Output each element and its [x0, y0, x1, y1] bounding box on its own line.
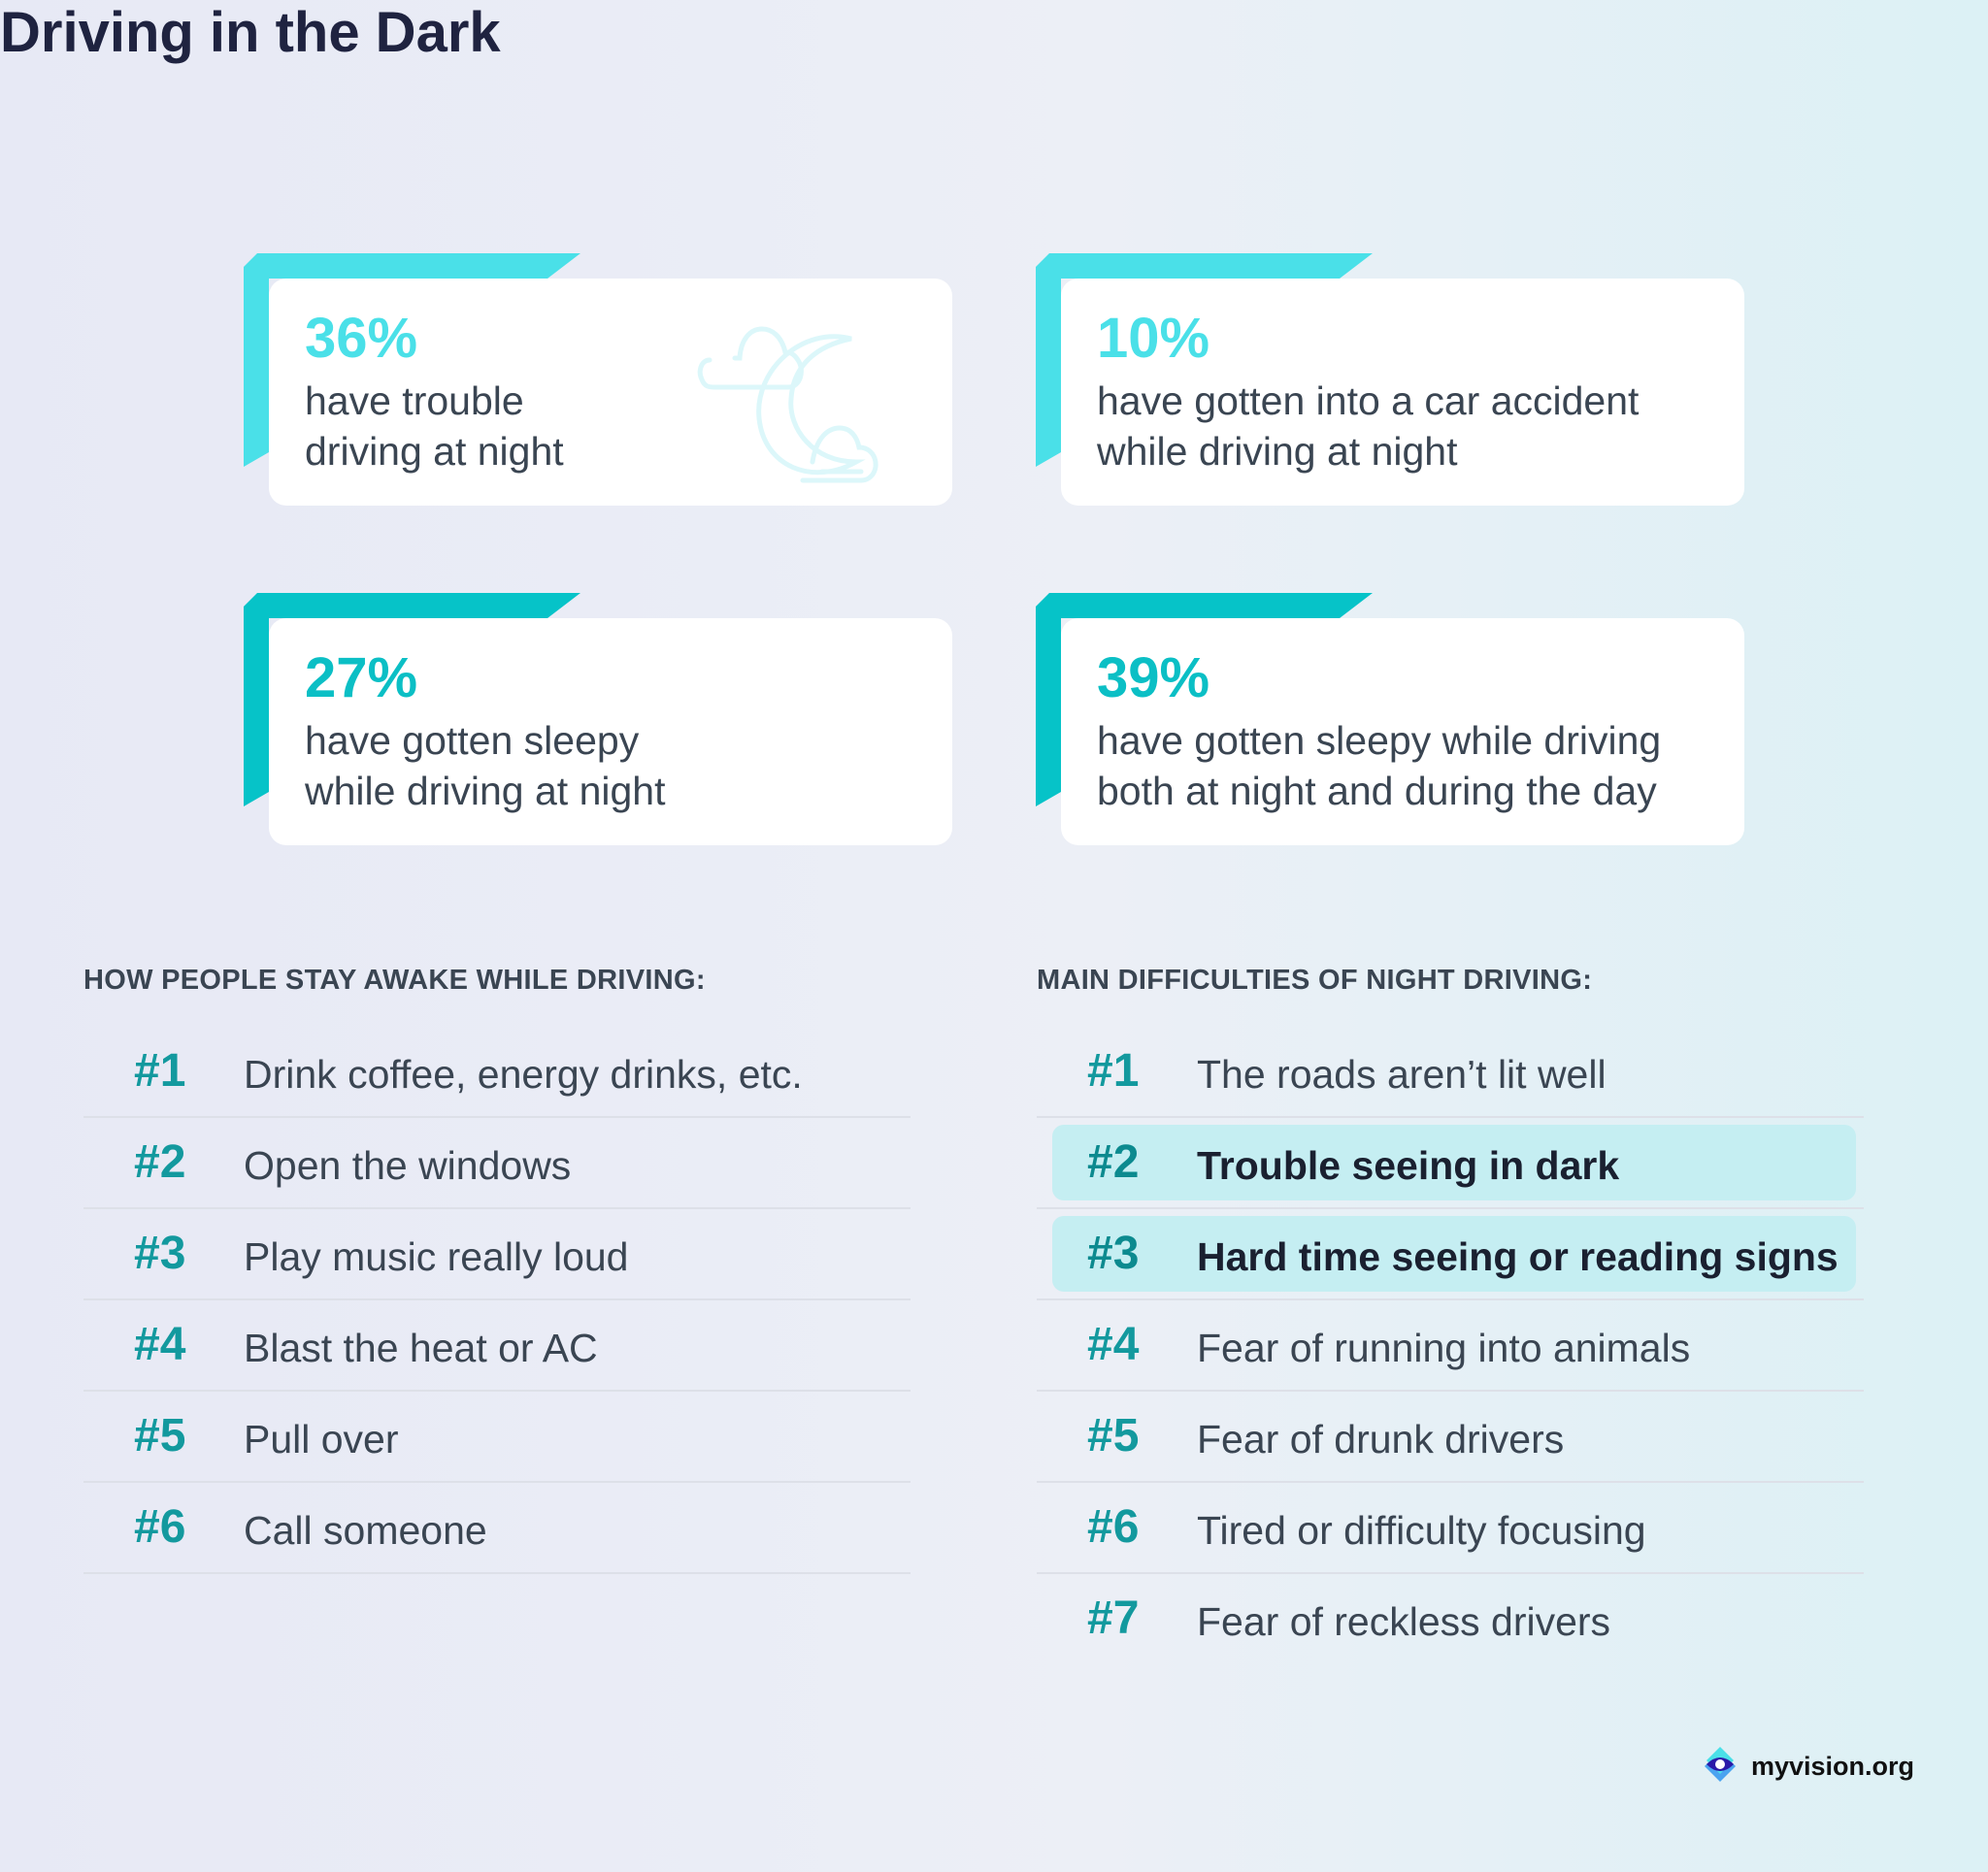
list-item: #4 Blast the heat or AC: [83, 1300, 911, 1392]
list-item: #1 Drink coffee, energy drinks, etc.: [83, 1027, 911, 1118]
moon-clouds-icon: [697, 326, 878, 483]
list-item-highlighted: #3 Hard time seeing or reading signs: [1037, 1209, 1864, 1300]
stat-value: 10%: [1097, 307, 1210, 370]
list-item: #1 The roads aren’t lit well: [1037, 1027, 1864, 1118]
page-title: Driving in the Dark: [0, 1, 501, 64]
stat-card: 36% have trouble driving at night: [269, 279, 952, 506]
card-tabs: [244, 253, 1373, 806]
stat-description: have trouble driving at night: [305, 378, 564, 474]
stat-description: have gotten sleepy while driving both at …: [1097, 718, 1662, 813]
stat-card: 27% have gotten sleepy while driving at n…: [269, 618, 952, 845]
stay-awake-list: #1 Drink coffee, energy drinks, etc. #2 Op…: [83, 1027, 911, 1574]
difficulties-list: #1 The roads aren’t lit well #2 Trouble se…: [1037, 1027, 1864, 1665]
stat-value: 27%: [305, 646, 418, 709]
logo: myvision.org: [1701, 1745, 1914, 1788]
stat-card: 39% have gotten sleepy while driving both…: [1061, 618, 1744, 845]
list-item: #5 Fear of drunk drivers: [1037, 1392, 1864, 1483]
list-item: #7 Fear of reckless drivers: [1087, 1593, 1611, 1644]
stat-value: 36%: [305, 307, 418, 370]
list-item-highlighted: #2 Trouble seeing in dark: [1037, 1118, 1864, 1209]
logo-text: myvision.org: [1751, 1751, 1915, 1781]
stay-awake-heading: HOW PEOPLE STAY AWAKE WHILE DRIVING:: [83, 965, 706, 996]
list-item: #5 Pull over: [83, 1392, 911, 1483]
difficulties-heading: MAIN DIFFICULTIES OF NIGHT DRIVING:: [1037, 965, 1593, 996]
stat-value: 39%: [1097, 646, 1210, 709]
card-tab-2: [1036, 253, 1373, 467]
card-tab-4: [1036, 593, 1373, 806]
eye-diamond-logo-icon: [1705, 1747, 1736, 1782]
list-item: #2 Open the windows: [83, 1118, 911, 1209]
stat-card: 10% have gotten into a car accident while…: [1061, 279, 1744, 506]
list-item: #6 Tired or difficulty focusing: [1037, 1483, 1864, 1574]
list-item: #4 Fear of running into animals: [1037, 1300, 1864, 1392]
stat-description: have gotten into a car accident while dri…: [1097, 378, 1640, 474]
card-tab-1: [244, 253, 580, 467]
list-item: #3 Play music really loud: [83, 1209, 911, 1300]
list-item: #6 Call someone: [83, 1483, 911, 1574]
card-tab-3: [244, 593, 580, 806]
stat-description: have gotten sleepy while driving at night: [305, 718, 666, 813]
